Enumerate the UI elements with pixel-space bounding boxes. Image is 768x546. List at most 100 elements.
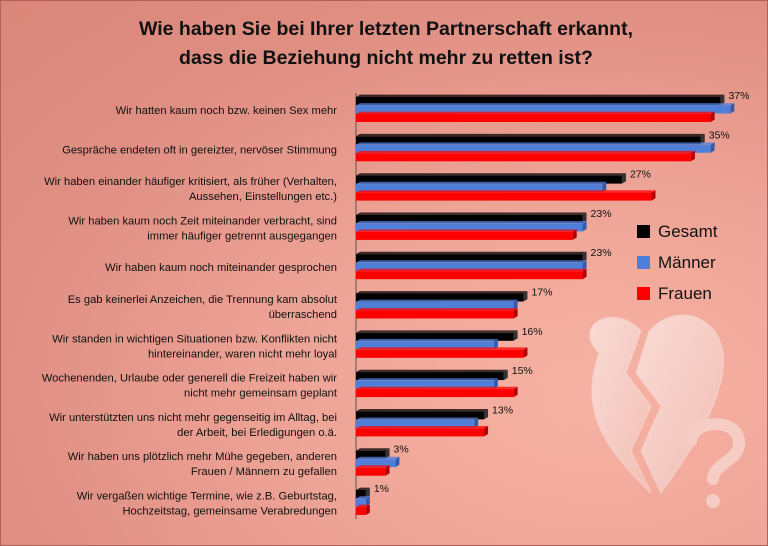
bar-männer-6 (356, 338, 498, 350)
data-label-2: 27% (630, 169, 651, 181)
legend-label-maenner: Männer (658, 252, 716, 272)
bar-männer-0 (356, 103, 735, 114)
bar-face (356, 144, 711, 153)
bar-top (356, 299, 518, 302)
category-label-6: Wir standen in wichtigen Situationen bzw… (52, 333, 338, 360)
bar-side (474, 417, 479, 428)
data-label-7: 15% (512, 365, 533, 377)
bar-top (356, 103, 735, 106)
bar-top (356, 111, 715, 114)
bar-side (493, 338, 498, 350)
category-label-1: Gespräche endeten oft in gereizter, nerv… (62, 144, 337, 156)
bar-top (356, 229, 577, 232)
bar-side (720, 94, 725, 105)
legend-item-maenner: Männer (637, 247, 718, 278)
bar-side (523, 291, 528, 302)
category-label-5: Es gab keinerlei Anzeichen, die Trennung… (68, 294, 338, 321)
bar-side (523, 347, 528, 358)
bar-gesamt-2 (356, 173, 626, 184)
data-label-0: 37% (728, 90, 749, 102)
bar-männer-7 (356, 378, 498, 389)
bar-frauen-2 (356, 190, 656, 201)
bar-frauen-7 (356, 386, 518, 398)
category-label-line: Aussehen, Einstellungen etc.) (189, 191, 337, 203)
bar-top (356, 426, 489, 429)
bar-side (572, 229, 577, 240)
bar-gesamt-9 (356, 448, 390, 459)
bar-top (356, 221, 587, 224)
category-label-8: Wir unterstützten uns nicht mehr gegense… (49, 412, 337, 439)
bar-frauen-0 (356, 111, 715, 122)
bar-top (356, 504, 370, 507)
bar-side (484, 426, 489, 437)
bar-top (356, 251, 587, 255)
category-label-line: Es gab keinerlei Anzeichen, die Trennung… (68, 294, 338, 306)
category-label-line: Wir hatten kaum noch bzw. keinen Sex meh… (116, 105, 338, 117)
bar-top (356, 456, 400, 460)
bar-männer-10 (356, 496, 370, 507)
bar-gesamt-5 (356, 291, 528, 302)
category-label-line: nicht mehr gemeinsam geplant (184, 388, 338, 400)
bar-face (356, 192, 652, 201)
bar-top (356, 378, 498, 381)
heart-right-half-icon (635, 314, 724, 494)
bar-top (356, 173, 626, 176)
bar-frauen-4 (356, 268, 587, 280)
bar-top (356, 465, 390, 468)
bar-side (513, 386, 518, 398)
category-label-line: Wir haben kaum noch Zeit miteinander ver… (68, 215, 337, 227)
bar-face (356, 105, 731, 114)
bar-face (356, 490, 366, 498)
legend-item-gesamt: Gesamt (637, 216, 718, 247)
bar-männer-2 (356, 181, 607, 193)
chart-title-line-1: Wie haben Sie bei Ihrer letzten Partners… (139, 18, 633, 40)
bar-top (356, 142, 715, 145)
bar-top (356, 409, 489, 412)
bar-face (356, 411, 485, 420)
category-label-line: Wir standen in wichtigen Situationen bzw… (52, 333, 338, 345)
bar-side (493, 378, 498, 389)
category-label-10: Wir vergaßen wichtige Termine, wie z.B. … (77, 491, 337, 518)
bar-face (356, 380, 494, 389)
bar-top (356, 150, 695, 154)
bar-face (356, 293, 524, 302)
bar-face (356, 467, 386, 476)
bar-face (356, 507, 366, 515)
category-label-line: Wir haben uns plötzlich mehr Mühe gegebe… (68, 451, 337, 463)
bar-face (356, 97, 721, 105)
data-label-1: 35% (709, 129, 730, 141)
bar-top (356, 181, 607, 185)
bar-frauen-6 (356, 347, 528, 358)
bar-side (484, 409, 489, 420)
bar-face (356, 262, 583, 271)
bar-side (651, 190, 656, 201)
bar-side (513, 308, 518, 319)
bar-face (356, 332, 514, 341)
bar-face (356, 153, 691, 162)
question-mark-icon (685, 418, 745, 485)
bar-face (356, 223, 583, 232)
category-label-line: Wir vergaßen wichtige Termine, wie z.B. … (77, 491, 337, 503)
bar-top (356, 347, 528, 350)
bar-frauen-10 (356, 504, 370, 515)
bar-frauen-3 (356, 229, 577, 240)
bar-top (356, 448, 390, 451)
category-label-3: Wir haben kaum noch Zeit miteinander ver… (68, 215, 337, 242)
bar-frauen-8 (356, 426, 489, 437)
bar-top (356, 369, 508, 373)
bar-face (356, 428, 485, 437)
chart-title-line-2: dass die Beziehung nicht mehr zu retten … (179, 47, 593, 69)
category-label-line: immer häufiger getrennt ausgegangen (147, 230, 337, 242)
bar-side (365, 487, 370, 498)
bar-frauen-9 (356, 465, 390, 476)
bar-top (356, 330, 518, 333)
bar-side (365, 496, 370, 507)
bar-side (582, 221, 587, 232)
chart-legend: Gesamt Männer Frauen (637, 216, 718, 309)
legend-item-frauen: Frauen (637, 278, 718, 309)
category-label-line: der Arbeit, bei Erledigungen o.ä. (177, 427, 337, 439)
bar-top (356, 487, 370, 490)
category-label-line: Wir haben kaum noch miteinander gesproch… (105, 262, 337, 274)
bar-männer-1 (356, 142, 715, 153)
